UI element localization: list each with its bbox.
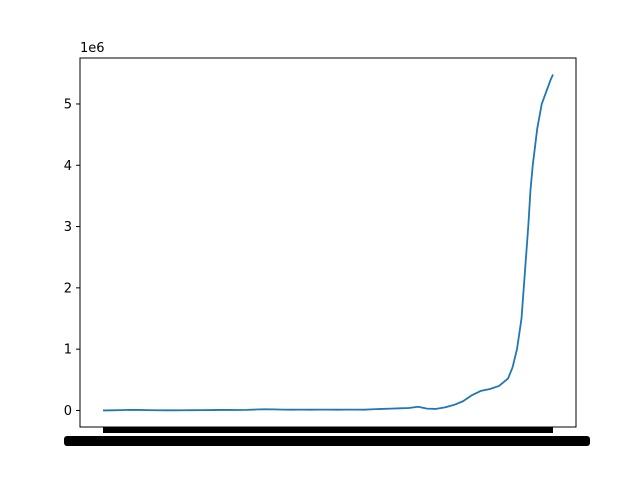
x-tick-marks	[103, 427, 553, 433]
y-axis: 0 1 2 3 4 5	[64, 97, 80, 419]
y-tick-label: 3	[64, 220, 72, 235]
y-tick-label: 0	[64, 404, 72, 419]
series-line	[102, 74, 554, 412]
y-tick-label: 1	[64, 343, 72, 358]
x-tick-labels-overlapped	[64, 436, 590, 446]
x-axis	[64, 427, 590, 446]
y-offset-label: 1e6	[80, 41, 105, 56]
y-tick-label: 4	[64, 159, 72, 174]
y-tick-label: 2	[64, 281, 72, 296]
y-tick-label: 5	[64, 97, 72, 112]
series-layer	[102, 74, 554, 412]
